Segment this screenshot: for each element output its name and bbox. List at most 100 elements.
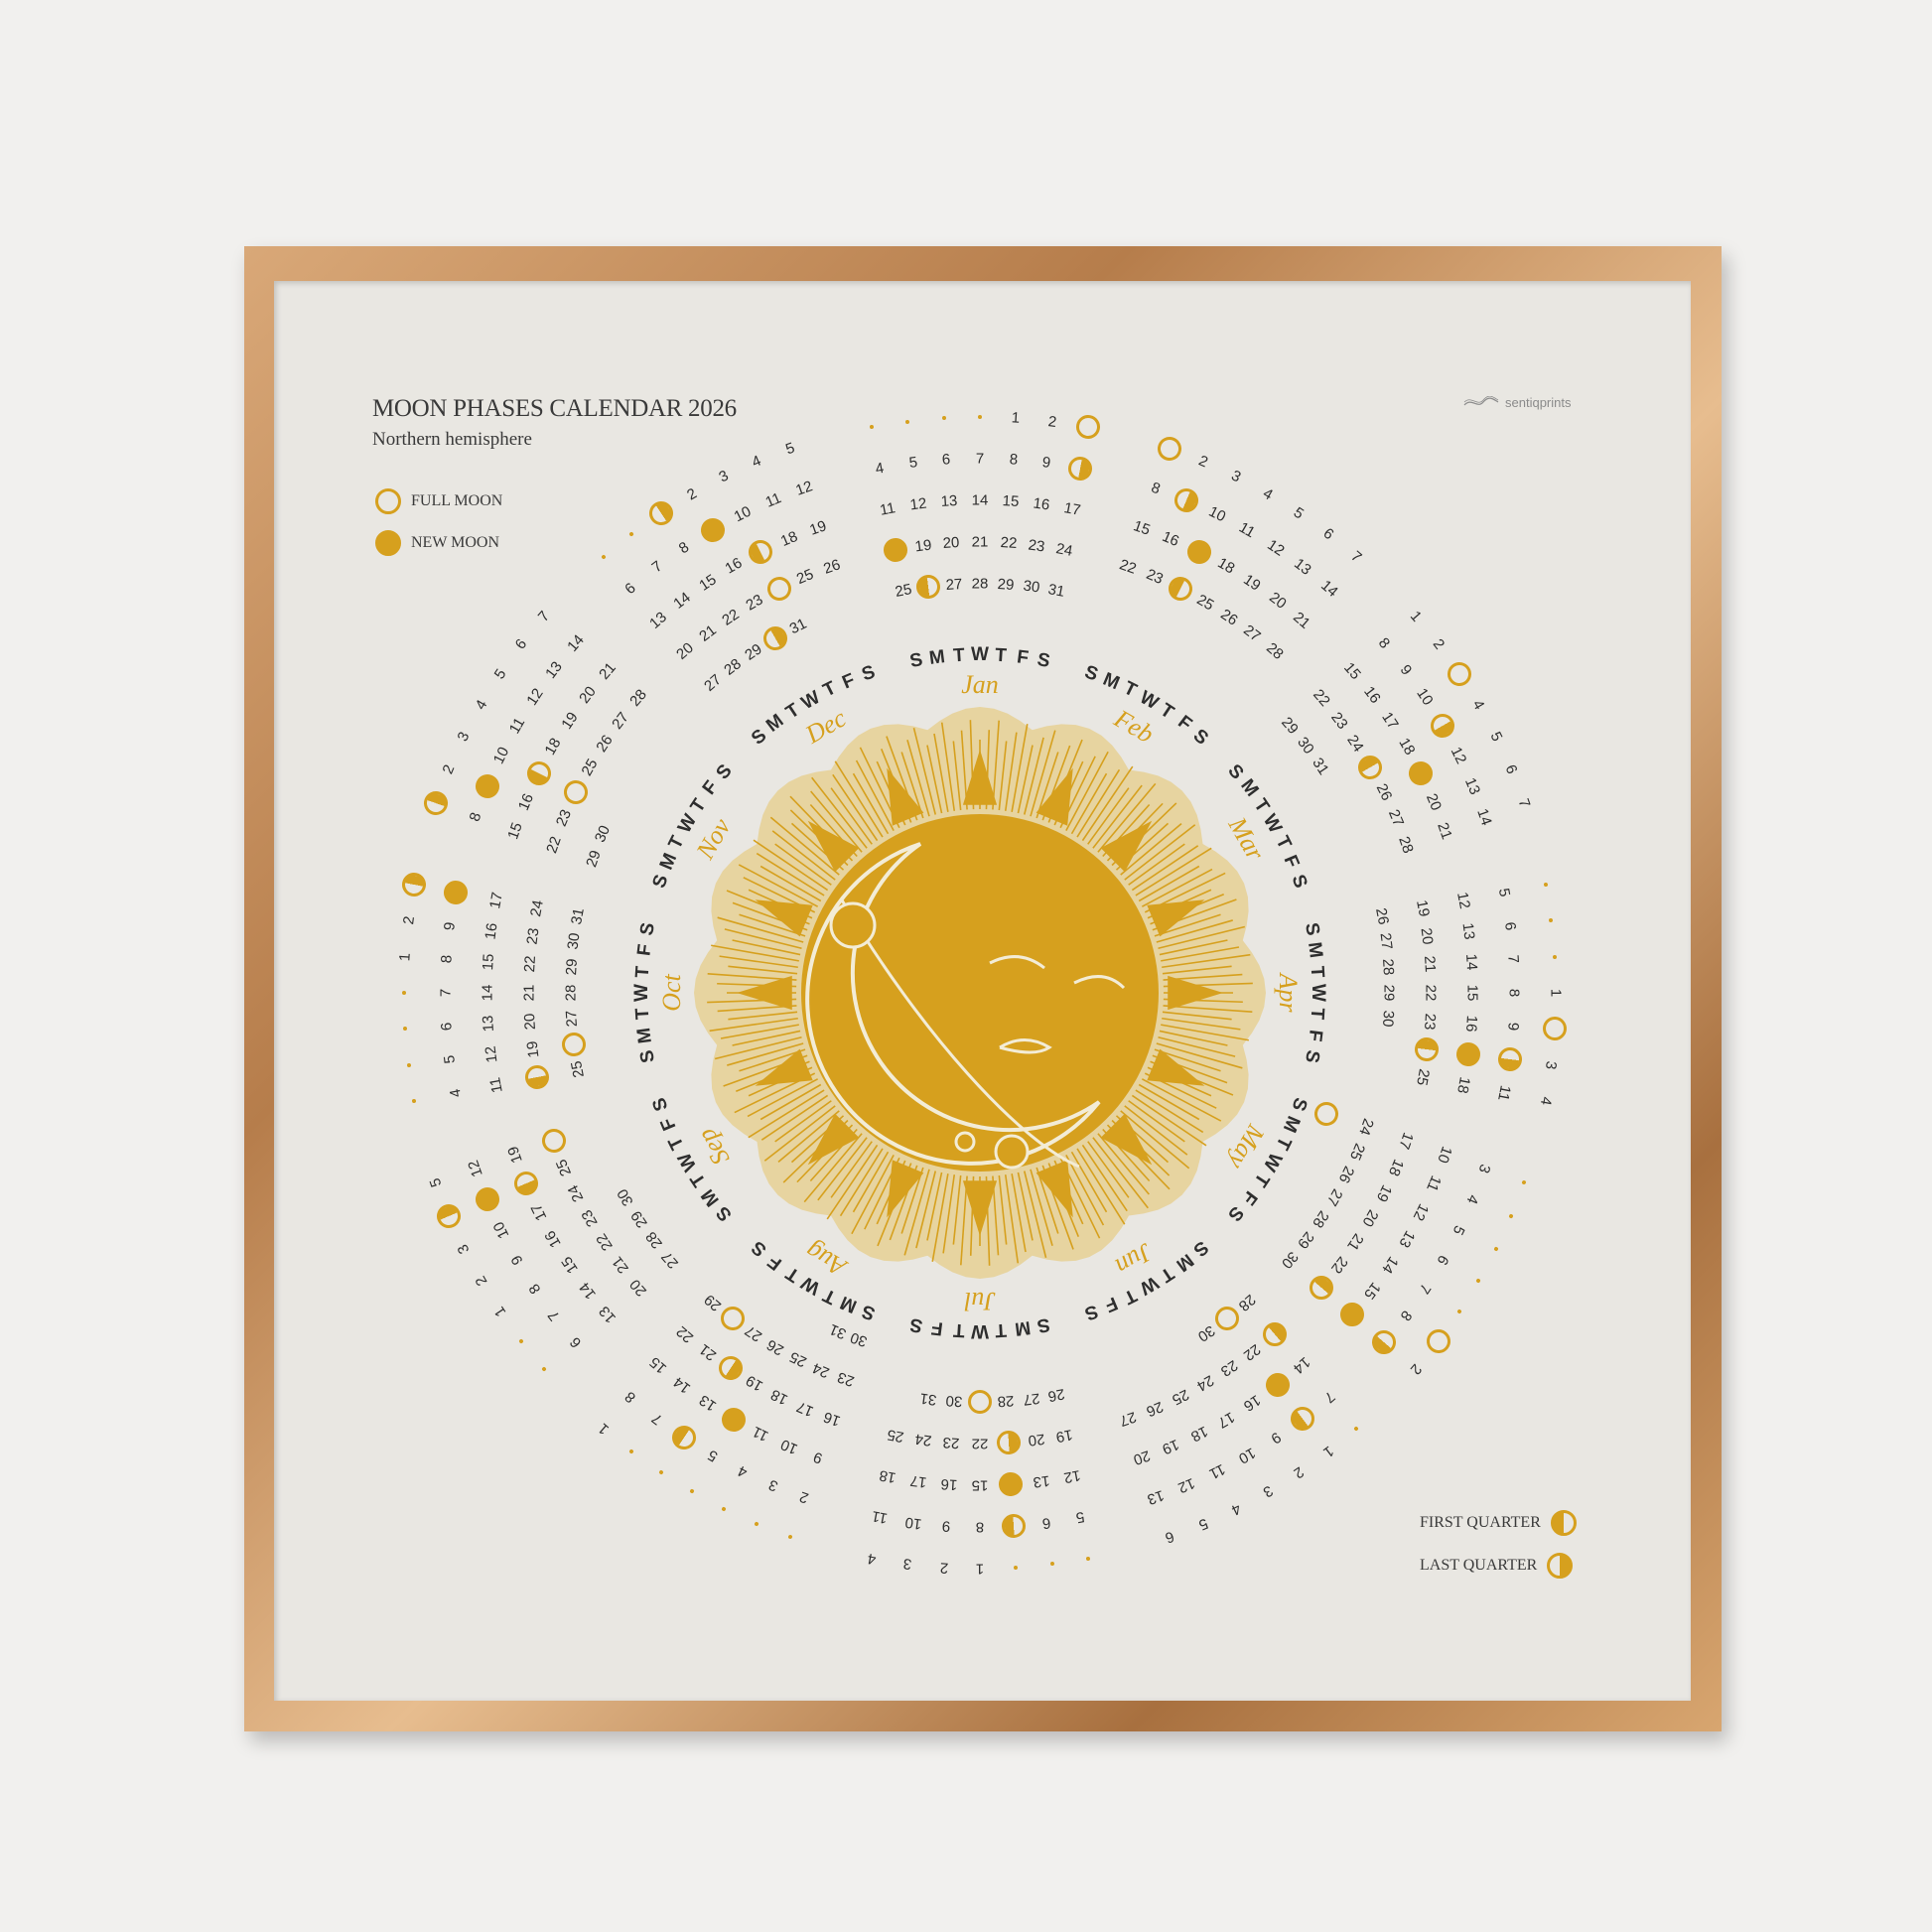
new-moon-icon: [375, 530, 401, 556]
sun-ray: [1087, 787, 1130, 845]
last-quarter-icon: [1547, 1553, 1574, 1579]
sun-ray: [714, 1035, 802, 1060]
sun-ray: [1135, 1089, 1204, 1134]
sun-ray: [719, 955, 798, 969]
sun-ray: [732, 939, 801, 956]
sun-ray: [1138, 1083, 1200, 1121]
face-eye: [989, 955, 1045, 970]
sun-flame: [755, 899, 813, 937]
sun-ray: [727, 1042, 804, 1066]
sun-ray: [1131, 845, 1199, 892]
sun-ray: [763, 1105, 836, 1162]
page-title: MOON PHASES CALENDAR 2026: [372, 395, 737, 422]
sun-ray: [728, 965, 798, 975]
sun-ray: [811, 776, 868, 849]
sun-flame: [1168, 975, 1223, 1011]
sun-ray: [1135, 847, 1212, 897]
sun-ray: [1162, 1017, 1241, 1031]
page-subtitle: Northern hemisphere: [372, 429, 532, 450]
sun-ray: [998, 741, 1008, 811]
sun-ray: [739, 913, 806, 937]
sun-ray: [1159, 1030, 1228, 1046]
sun-ray: [1023, 1171, 1047, 1259]
sun-ray: [1124, 824, 1196, 881]
sun-ray: [851, 1154, 895, 1235]
sun-ray: [1161, 1024, 1249, 1041]
sun-ray: [903, 1169, 930, 1256]
sun-ray: [817, 1137, 868, 1201]
face-mustache: [999, 1038, 1052, 1054]
sun-ray: [1035, 752, 1059, 819]
sun-ray: [738, 864, 819, 907]
sun-ray: [1141, 1078, 1222, 1122]
sun-ray: [1076, 1148, 1126, 1225]
sun-ray: [1131, 1094, 1207, 1147]
sun-ray: [1065, 751, 1109, 832]
sun-ray: [1011, 1173, 1027, 1253]
sun-flame: [962, 750, 998, 805]
sun-ray: [1156, 1042, 1243, 1069]
planet: [954, 1131, 976, 1153]
full-moon-icon: [375, 488, 401, 514]
sun-ray: [1156, 919, 1233, 943]
sun-ray: [1011, 724, 1029, 812]
sun-ray: [753, 839, 829, 892]
sun-flame: [755, 1048, 813, 1086]
legend-full-moon: FULL MOON: [375, 488, 502, 514]
sun-ray: [759, 865, 822, 902]
sun-ray: [1076, 768, 1121, 838]
sun-ray: [952, 741, 962, 811]
sun-ray: [940, 722, 956, 811]
sun-ray: [717, 916, 804, 943]
sun-ray: [707, 973, 797, 981]
sun-ray: [926, 1172, 943, 1241]
sun-ray: [759, 1083, 822, 1121]
sun-ray: [960, 1175, 968, 1266]
sun-ray: [1030, 730, 1056, 817]
sun-ray: [1065, 1154, 1105, 1226]
sun-ray: [769, 816, 840, 876]
sun-ray: [1017, 745, 1034, 814]
sun-ray: [739, 1048, 806, 1072]
sun-ray: [834, 760, 884, 838]
sun-ray: [760, 1094, 829, 1141]
moon-face-disk: [801, 814, 1159, 1172]
sun-ray: [732, 1030, 801, 1046]
sun-ray: [1070, 772, 1108, 835]
sun-ray: [839, 1148, 884, 1217]
sun-ray: [1081, 765, 1134, 842]
legend-new-moon-label: NEW MOON: [411, 534, 500, 551]
sun-ray: [1097, 1133, 1150, 1195]
sun-ray: [709, 1017, 798, 1033]
sun-flame: [962, 1180, 998, 1236]
sun-ray: [1092, 1137, 1149, 1209]
orbit-line: [839, 897, 1080, 1169]
sun-flame: [1147, 899, 1205, 937]
sun-flame: [1100, 820, 1153, 873]
sun-ray: [777, 1110, 840, 1163]
sun-ray: [1158, 1035, 1236, 1057]
sun-ray: [1092, 784, 1143, 849]
sun-moon-illustration: [694, 707, 1266, 1279]
legend-last-quarter: LAST QUARTER: [1420, 1553, 1574, 1579]
sun-ray: [1154, 913, 1221, 937]
sun-ray: [747, 1078, 819, 1118]
sun-flame: [1147, 1048, 1205, 1086]
first-quarter-icon: [1550, 1510, 1577, 1536]
planet: [994, 1134, 1030, 1170]
sun-ray: [1161, 946, 1240, 962]
sun-ray: [855, 759, 895, 832]
sun-ray: [931, 1173, 949, 1262]
sun-ray: [826, 1144, 879, 1220]
sun-ray: [1017, 1172, 1034, 1241]
sun-ray: [906, 740, 930, 817]
sun-ray: [1120, 823, 1182, 876]
sun-ray: [1035, 1167, 1059, 1234]
legend-new-moon: NEW MOON: [375, 530, 499, 556]
sun-flame: [887, 767, 924, 826]
sun-ray: [1030, 1169, 1053, 1246]
sun-ray: [774, 1100, 832, 1143]
sun-flame: [807, 820, 860, 873]
sun-ray: [1162, 965, 1232, 975]
sun-ray: [771, 830, 836, 881]
